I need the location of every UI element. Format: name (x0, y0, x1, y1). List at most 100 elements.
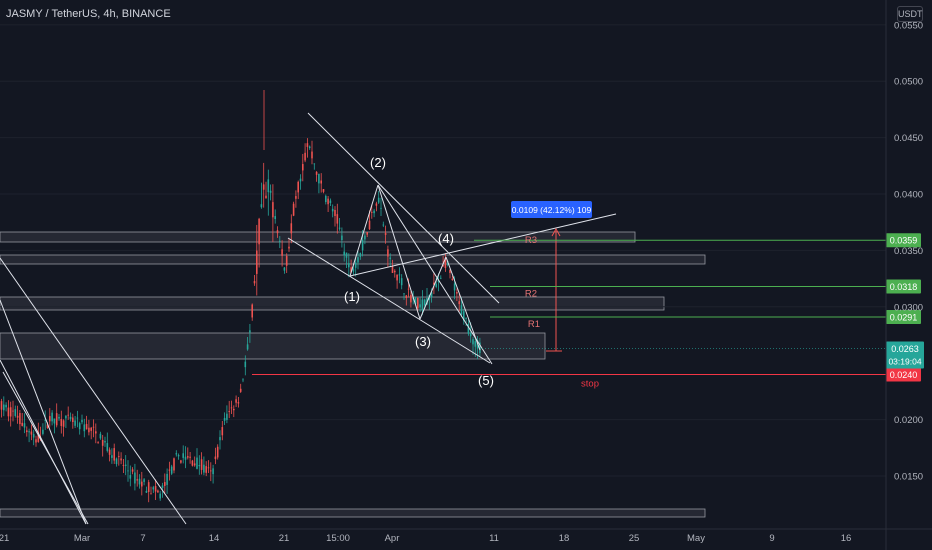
level-price-tag (886, 367, 921, 382)
wave-label: (1) (344, 289, 360, 304)
candle-body (131, 469, 134, 472)
candle-body (371, 211, 373, 213)
trend-line (2, 371, 89, 525)
candle-body (46, 424, 49, 429)
candle-body (251, 304, 253, 318)
candle-body (168, 469, 171, 471)
candle-body (308, 146, 311, 149)
x-tick-label: 9 (769, 533, 774, 544)
candle-body (479, 342, 481, 354)
candle-body (258, 218, 260, 245)
trend-line (0, 299, 87, 525)
candle-body (311, 151, 313, 159)
candle-body (357, 257, 359, 263)
candle-body (253, 280, 256, 284)
candle-body (417, 297, 419, 309)
candle-body (122, 465, 125, 467)
candle-body (26, 430, 28, 433)
trend-line (287, 237, 491, 364)
candle-body (391, 265, 394, 273)
candle-body (30, 431, 33, 435)
candle-body (12, 410, 14, 412)
y-tick-label: 0.0350 (894, 246, 923, 257)
candle-body (463, 311, 465, 321)
y-tick-label: 0.0550 (894, 20, 923, 31)
candle-body (108, 449, 111, 455)
candle-body (147, 482, 150, 492)
candle-body (173, 458, 175, 471)
candle-body (23, 423, 26, 428)
trend-line (419, 256, 447, 320)
candle-body (88, 427, 90, 433)
candle-body (410, 294, 412, 303)
candle-body (368, 220, 371, 230)
candle-body (85, 423, 88, 430)
candle-body (212, 468, 214, 475)
candle-body (350, 267, 352, 273)
candle-body (272, 202, 274, 218)
candle-body (21, 422, 23, 426)
candle-body (336, 214, 339, 224)
x-tick-label: 16 (841, 533, 852, 544)
candle-body (407, 288, 410, 290)
candle-body (115, 458, 118, 465)
candle-body (403, 293, 405, 295)
candle-body (184, 456, 187, 460)
candle-body (150, 493, 152, 495)
wave-labels: (1) (2) (3) (4) (5) (344, 155, 494, 388)
currency-unit-button[interactable]: USDT (897, 6, 923, 22)
candle-body (69, 416, 72, 419)
wave-label: (2) (370, 155, 386, 170)
candle-body (141, 481, 143, 487)
candle-body (297, 181, 299, 193)
candle-body (338, 227, 341, 229)
candle-body (430, 292, 433, 298)
candle-body (157, 490, 159, 493)
zone-box (0, 231, 636, 243)
candle-body (170, 466, 173, 474)
candle-body (120, 458, 122, 461)
candle-body (205, 466, 207, 473)
candle-body (246, 344, 249, 350)
candle-body (210, 470, 212, 472)
candle-body (453, 283, 456, 291)
candle-body (203, 464, 205, 473)
candle-body (62, 420, 65, 427)
support-resistance-zones (0, 231, 706, 518)
candle-body (373, 210, 375, 214)
candle-body (83, 424, 86, 432)
candle-body (37, 431, 40, 442)
candle-body (327, 198, 329, 205)
x-tick-label: 21 (0, 533, 9, 544)
candle-body (154, 486, 157, 492)
candle-body (325, 195, 327, 203)
x-tick-label: 11 (489, 533, 499, 544)
candle-body (219, 437, 221, 441)
x-tick-label: 15:00 (326, 533, 350, 544)
candle-body (341, 235, 343, 241)
candle-body (380, 207, 382, 209)
candle-body (279, 240, 281, 242)
wave-label: (4) (438, 231, 454, 246)
candle-body (143, 479, 145, 482)
wave-label: (5) (478, 373, 494, 388)
candle-body (318, 173, 320, 184)
candle-body (0, 401, 3, 410)
candle-body (302, 164, 304, 171)
candle-body (42, 429, 44, 434)
candle-body (389, 257, 391, 259)
candle-body (129, 475, 132, 479)
candle-body (223, 417, 226, 421)
candle-body (449, 269, 451, 273)
level-name: R3 (525, 235, 537, 246)
candle-body (67, 414, 69, 416)
x-tick-label: 7 (140, 533, 145, 544)
candle-body (72, 417, 74, 422)
level-price-tag (886, 279, 921, 294)
measure-label: 0.0109 (42.12%) 109 (512, 205, 592, 215)
candle-body (361, 239, 364, 251)
candle-body (267, 179, 270, 193)
candle-body (421, 299, 424, 311)
candle-body (260, 204, 263, 208)
